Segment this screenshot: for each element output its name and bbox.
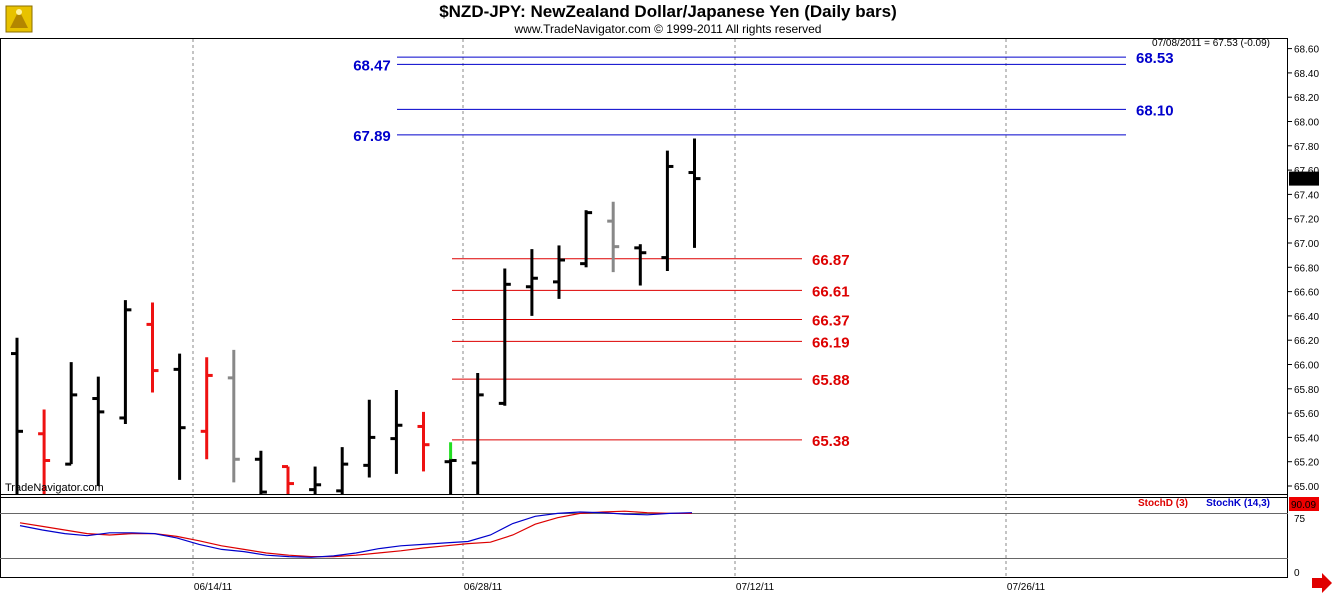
- ohlc-bar[interactable]: [336, 447, 349, 494]
- stoch-tick-label: 75: [1294, 514, 1306, 525]
- chart-title: $NZD-JPY: NewZealand Dollar/Japanese Yen…: [439, 2, 897, 21]
- ohlc-bar[interactable]: [498, 268, 511, 406]
- price-tick-label: 67.40: [1294, 190, 1319, 201]
- price-tick-label: 66.80: [1294, 263, 1319, 274]
- resistance-label: 67.89: [353, 128, 391, 145]
- resistance-label: 68.47: [353, 57, 391, 74]
- current-price-box: [1289, 171, 1319, 186]
- ohlc-bar[interactable]: [146, 302, 159, 393]
- ohlc-bar[interactable]: [227, 349, 240, 483]
- ohlc-bar[interactable]: [417, 411, 430, 472]
- legend-stochd: StochD (3): [1138, 498, 1188, 509]
- support-label: 65.38: [812, 433, 850, 450]
- price-tick-label: 68.20: [1294, 93, 1319, 104]
- ohlc-bar[interactable]: [390, 390, 403, 474]
- ohlc-bar[interactable]: [444, 458, 457, 494]
- price-tick-label: 65.20: [1294, 458, 1319, 469]
- price-tick-label: 68.40: [1294, 69, 1319, 80]
- date-tick-label: 07/12/11: [736, 582, 775, 593]
- ohlc-bar[interactable]: [309, 466, 322, 494]
- ohlc-bar[interactable]: [92, 376, 105, 486]
- stochd-line: [19, 510, 692, 558]
- resistance-label: 68.53: [1136, 50, 1174, 67]
- current-price-label: 67.53: [1291, 175, 1316, 186]
- stoch-tick-label: 0: [1294, 568, 1300, 579]
- ohlc-bar[interactable]: [607, 201, 620, 273]
- stochk-line: [19, 511, 693, 558]
- price-tick-label: 65.40: [1294, 433, 1319, 444]
- stoch-current-label: 90.09: [1291, 500, 1316, 511]
- price-tick-label: 65.60: [1294, 409, 1319, 420]
- price-tick-label: 66.20: [1294, 336, 1319, 347]
- ohlc-bar[interactable]: [173, 353, 186, 480]
- price-tick-label: 68.00: [1294, 118, 1319, 129]
- resistance-label: 68.10: [1136, 102, 1174, 119]
- support-label: 66.19: [812, 334, 850, 351]
- price-tick-label: 67.80: [1294, 142, 1319, 153]
- price-tick-label: 65.00: [1294, 482, 1319, 493]
- last-quote-label: 07/08/2011 = 67.53 (-0.09): [1152, 38, 1270, 49]
- copyright-text: www.TradeNavigator.com © 1999-2011 All r…: [514, 22, 822, 36]
- stoch-current-box: [1289, 497, 1319, 511]
- ohlc-bar[interactable]: [11, 337, 23, 494]
- price-tick-label: 67.60: [1294, 166, 1319, 177]
- ohlc-bar[interactable]: [634, 244, 647, 286]
- tradenavigator-logo-icon: [5, 5, 33, 33]
- scroll-right-arrow-icon[interactable]: [1312, 573, 1332, 593]
- ohlc-bar[interactable]: [254, 450, 267, 494]
- watermark-text: TradeNavigator.com: [5, 482, 104, 494]
- ohlc-bar[interactable]: [65, 362, 78, 466]
- support-label: 66.61: [812, 283, 850, 300]
- ohlc-bar[interactable]: [471, 373, 484, 494]
- ohlc-bar[interactable]: [688, 138, 701, 248]
- ohlc-bar[interactable]: [200, 357, 213, 460]
- price-tick-label: 65.80: [1294, 385, 1319, 396]
- date-tick-label: 07/26/11: [1007, 582, 1046, 593]
- price-tick-label: 66.40: [1294, 312, 1319, 323]
- ohlc-bar[interactable]: [661, 150, 674, 271]
- price-tick-label: 66.60: [1294, 288, 1319, 299]
- ohlc-bar[interactable]: [38, 409, 51, 494]
- support-label: 66.87: [812, 252, 850, 269]
- date-tick-label: 06/28/11: [464, 582, 503, 593]
- plot-frame: [0, 38, 1288, 578]
- ohlc-bar[interactable]: [282, 465, 294, 494]
- price-tick-label: 68.60: [1294, 45, 1319, 56]
- ohlc-bar[interactable]: [553, 245, 565, 299]
- support-label: 65.88: [812, 372, 850, 389]
- price-tick-label: 67.00: [1294, 239, 1319, 250]
- ohlc-bar[interactable]: [580, 210, 593, 268]
- price-tick-label: 66.00: [1294, 361, 1319, 372]
- ohlc-bar[interactable]: [363, 399, 376, 478]
- ohlc-bar[interactable]: [119, 300, 132, 425]
- support-label: 66.37: [812, 313, 850, 330]
- legend-stochk: StochK (14,3): [1206, 498, 1270, 509]
- ohlc-bar[interactable]: [525, 249, 538, 316]
- price-tick-label: 67.20: [1294, 215, 1319, 226]
- date-tick-label: 06/14/11: [194, 582, 233, 593]
